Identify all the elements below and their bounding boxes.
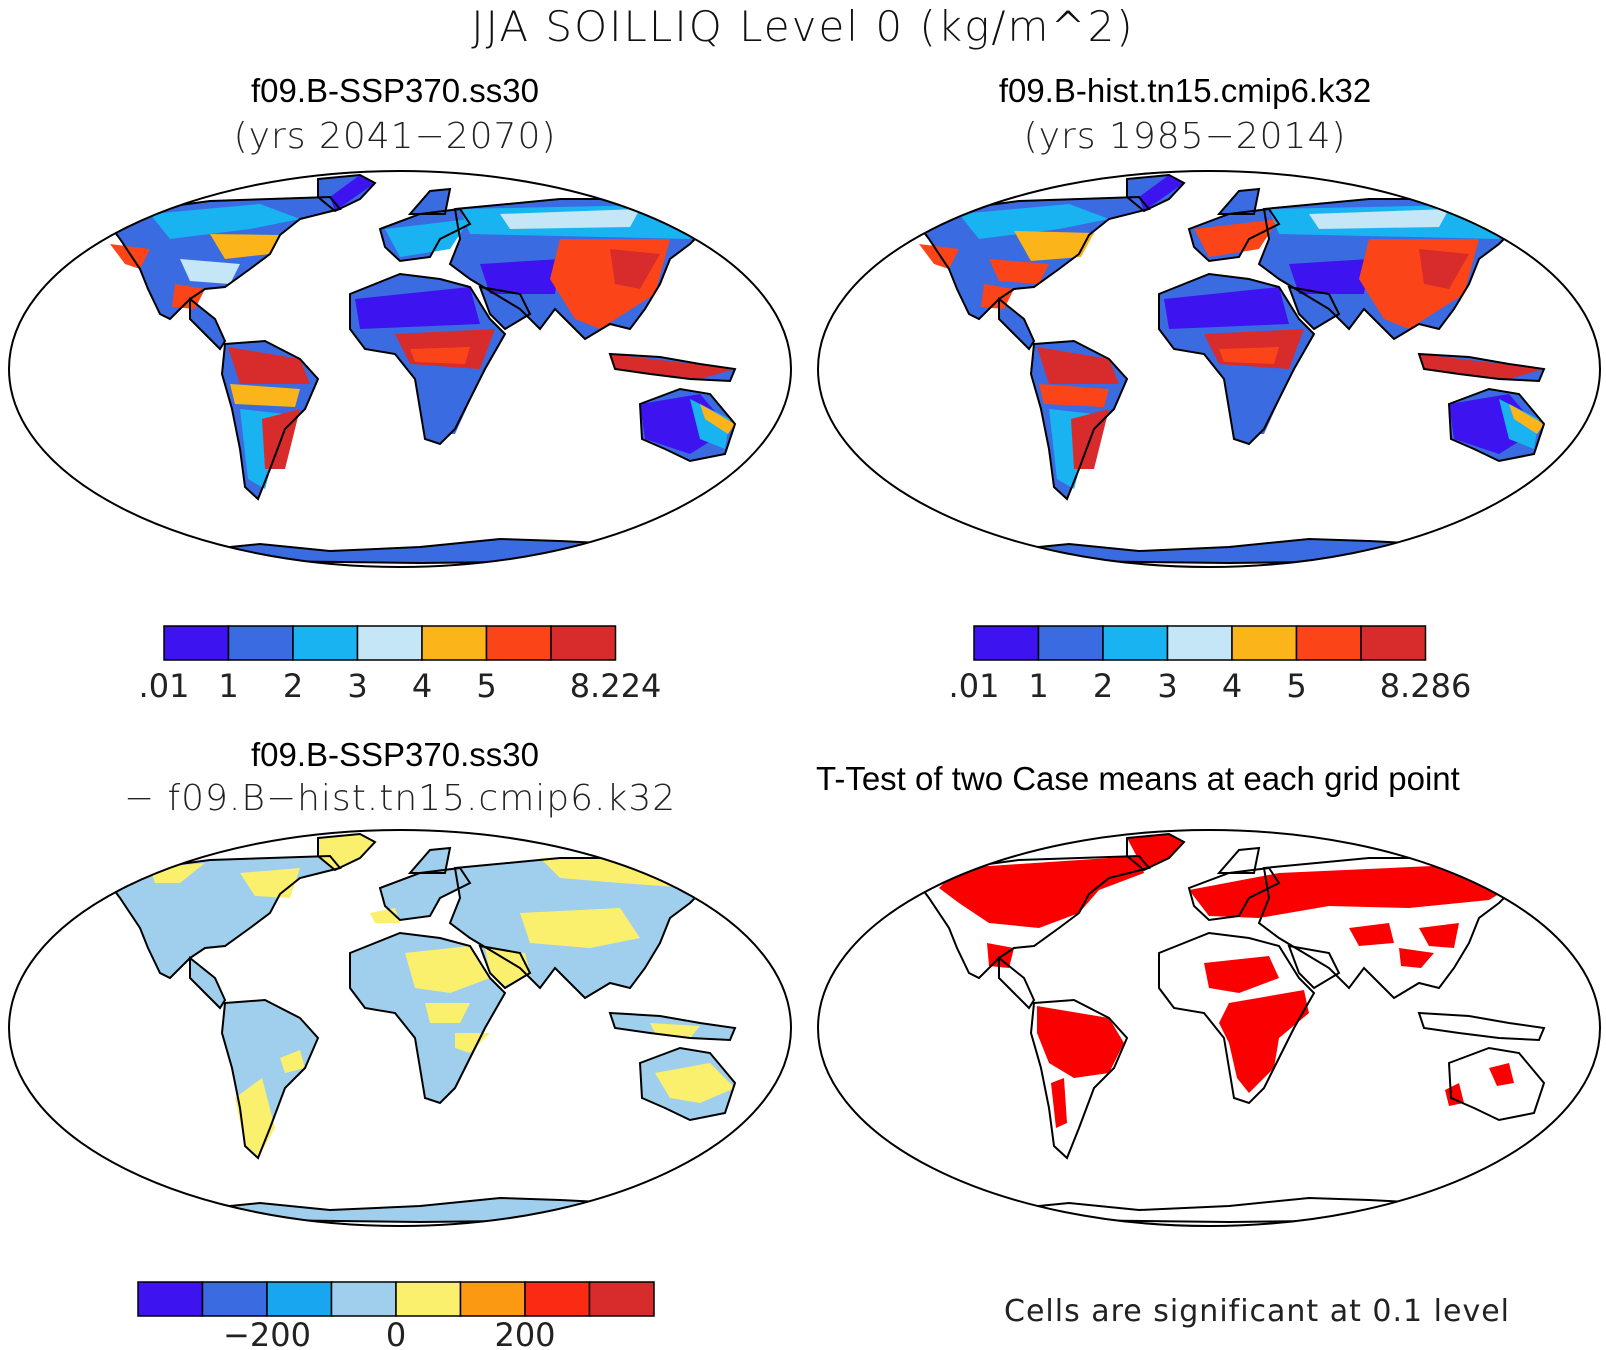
panel-control-map xyxy=(818,171,1600,567)
colorbar-tick-label: .01 xyxy=(139,667,190,705)
colorbar-swatch xyxy=(292,625,359,661)
colorbar-swatch xyxy=(485,625,552,661)
colorbar-tick-label: .01 xyxy=(949,667,1000,705)
colorbar-swatch xyxy=(201,1281,268,1317)
diff-fill xyxy=(150,834,735,1158)
panel-ttest-map xyxy=(818,830,1600,1226)
colorbar-tick-label: 1 xyxy=(218,667,238,705)
ttest-significant-fill xyxy=(939,834,1514,1128)
colorbar-swatch xyxy=(459,1281,526,1317)
colorbar-tick-label: 8.286 xyxy=(1380,667,1472,705)
colorbar-swatch xyxy=(524,1281,591,1317)
colorbar-case: .01 1 2 3 4 5 8.224 xyxy=(139,625,662,705)
colorbar-swatch xyxy=(588,1281,655,1317)
colorbar-swatch xyxy=(266,1281,333,1317)
figure-title: JJA SOILLIQ Level 0 (kg/m^2) xyxy=(471,2,1135,51)
panel-case-map xyxy=(9,171,791,567)
colorbar-tick-label: 3 xyxy=(1157,667,1177,705)
colorbar-tick-label: 4 xyxy=(412,667,432,705)
colorbar-swatch xyxy=(1360,625,1427,661)
colorbar-diff: −200 0 200 xyxy=(137,1281,655,1350)
panel-case-title: f09.B-SSP370.ss30 xyxy=(250,72,539,109)
colorbar-swatch xyxy=(1295,625,1362,661)
colorbar-swatch xyxy=(356,625,423,661)
colorbar-swatch xyxy=(137,1281,204,1317)
colorbar-tick-label: 8.224 xyxy=(570,667,662,705)
colorbar-tick-label: 5 xyxy=(476,667,496,705)
colorbar-swatch xyxy=(1037,625,1104,661)
panel-ttest-footnote: Cells are significant at 0.1 level xyxy=(1004,1294,1511,1329)
panel-diff-subtitle: − f09.B−hist.tn15.cmip6.k32 xyxy=(123,778,677,819)
colorbar-tick-label: 4 xyxy=(1222,667,1242,705)
colorbar-tick-label: 3 xyxy=(347,667,367,705)
colorbar-swatch xyxy=(395,1281,462,1317)
panel-control-title: f09.B-hist.tn15.cmip6.k32 xyxy=(998,72,1372,109)
panel-control-subtitle: (yrs 1985−2014) xyxy=(1023,116,1347,157)
colorbar-swatch xyxy=(973,625,1040,661)
colorbar-swatch xyxy=(550,625,617,661)
soil-case-fill xyxy=(110,175,735,489)
soil-control-fill xyxy=(919,175,1544,489)
colorbar-tick-label: 0 xyxy=(386,1316,406,1350)
colorbar-swatch xyxy=(227,625,294,661)
panel-ttest-title: T-Test of two Case means at each grid po… xyxy=(816,760,1460,797)
colorbar-tick-label: 5 xyxy=(1286,667,1306,705)
colorbar-tick-label: 200 xyxy=(494,1316,555,1350)
colorbar-swatch xyxy=(421,625,488,661)
colorbar-swatch xyxy=(163,625,230,661)
colorbar-swatch xyxy=(1102,625,1169,661)
panel-diff-map xyxy=(9,830,791,1226)
colorbar-control: .01 1 2 3 4 5 8.286 xyxy=(949,625,1472,705)
colorbar-tick-label: 2 xyxy=(1093,667,1113,705)
colorbar-swatch xyxy=(1231,625,1298,661)
colorbar-tick-label: 1 xyxy=(1028,667,1048,705)
panel-diff-title: f09.B-SSP370.ss30 xyxy=(250,736,539,773)
colorbar-tick-label: 2 xyxy=(283,667,303,705)
colorbar-swatch xyxy=(1166,625,1233,661)
colorbar-tick-label: −200 xyxy=(223,1316,311,1350)
colorbar-swatch xyxy=(330,1281,397,1317)
panel-case-subtitle: (yrs 2041−2070) xyxy=(233,116,557,157)
